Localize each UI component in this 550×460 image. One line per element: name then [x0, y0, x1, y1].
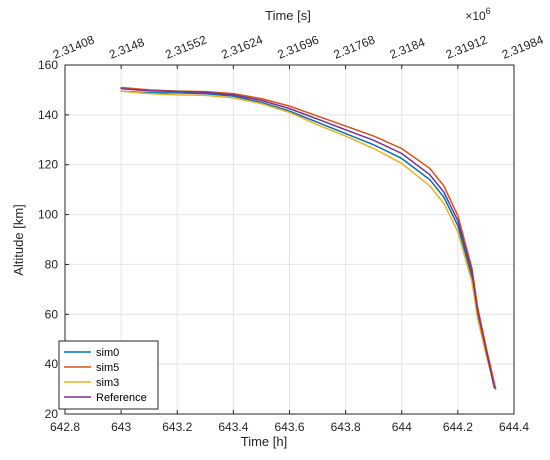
- y-tick-label: 160: [38, 58, 58, 72]
- top-tick-label: 2.31984: [500, 32, 546, 61]
- x-tick-label: 642.8: [50, 420, 80, 434]
- top-axis-exponent-base: ×10: [465, 9, 486, 23]
- y-tick-label: 140: [38, 108, 58, 122]
- legend-label: sim5: [96, 362, 119, 374]
- legend: sim0 sim5 sim3 Reference: [58, 340, 159, 410]
- legend-label: sim0: [96, 347, 119, 359]
- top-axis-exponent: ×106: [465, 6, 490, 23]
- y-tick-label: 60: [45, 307, 59, 321]
- x-tick-label: 643.2: [162, 420, 192, 434]
- series-line-sim3: [120, 90, 496, 388]
- top-tick-label: 2.3184: [388, 35, 428, 62]
- top-tick-label: 2.31408: [51, 32, 97, 61]
- legend-label: Reference: [96, 392, 147, 404]
- x-tick-label: 644.4: [499, 420, 529, 434]
- top-tick-label: 2.31624: [219, 32, 265, 61]
- x-axis-title: Time [h]: [241, 434, 287, 449]
- y-tick-label: 40: [45, 357, 59, 371]
- top-tick-label: 2.31768: [332, 32, 378, 61]
- axes: [64, 64, 515, 415]
- series-line-reference: [120, 87, 496, 389]
- top-tick-label: 2.31696: [275, 32, 321, 61]
- x-tick-label: 644.2: [443, 420, 473, 434]
- x-tick-label: 643: [111, 420, 131, 434]
- series-lines: [120, 86, 497, 390]
- x-tick-label: 643.6: [274, 420, 304, 434]
- y-axis-title: Altitude [km]: [11, 204, 26, 276]
- axes-box: [64, 64, 515, 415]
- top-axis-exponent-power: 6: [486, 6, 491, 16]
- y-tick-label: 80: [45, 257, 59, 271]
- x-tick-label: 644: [392, 420, 412, 434]
- top-tick-label: 2.3148: [107, 35, 147, 62]
- y-tick-label: 120: [38, 158, 58, 172]
- top-tick-label: 2.31552: [163, 32, 209, 61]
- legend-label: sim3: [96, 377, 119, 389]
- x-tick-label: 643.8: [331, 420, 361, 434]
- top-tick-label: 2.31912: [444, 32, 490, 61]
- y-tick-label: 20: [45, 407, 59, 421]
- top-axis-title: Time [s]: [265, 8, 311, 23]
- y-tick-label: 100: [38, 208, 58, 222]
- x-tick-label: 643.4: [218, 420, 248, 434]
